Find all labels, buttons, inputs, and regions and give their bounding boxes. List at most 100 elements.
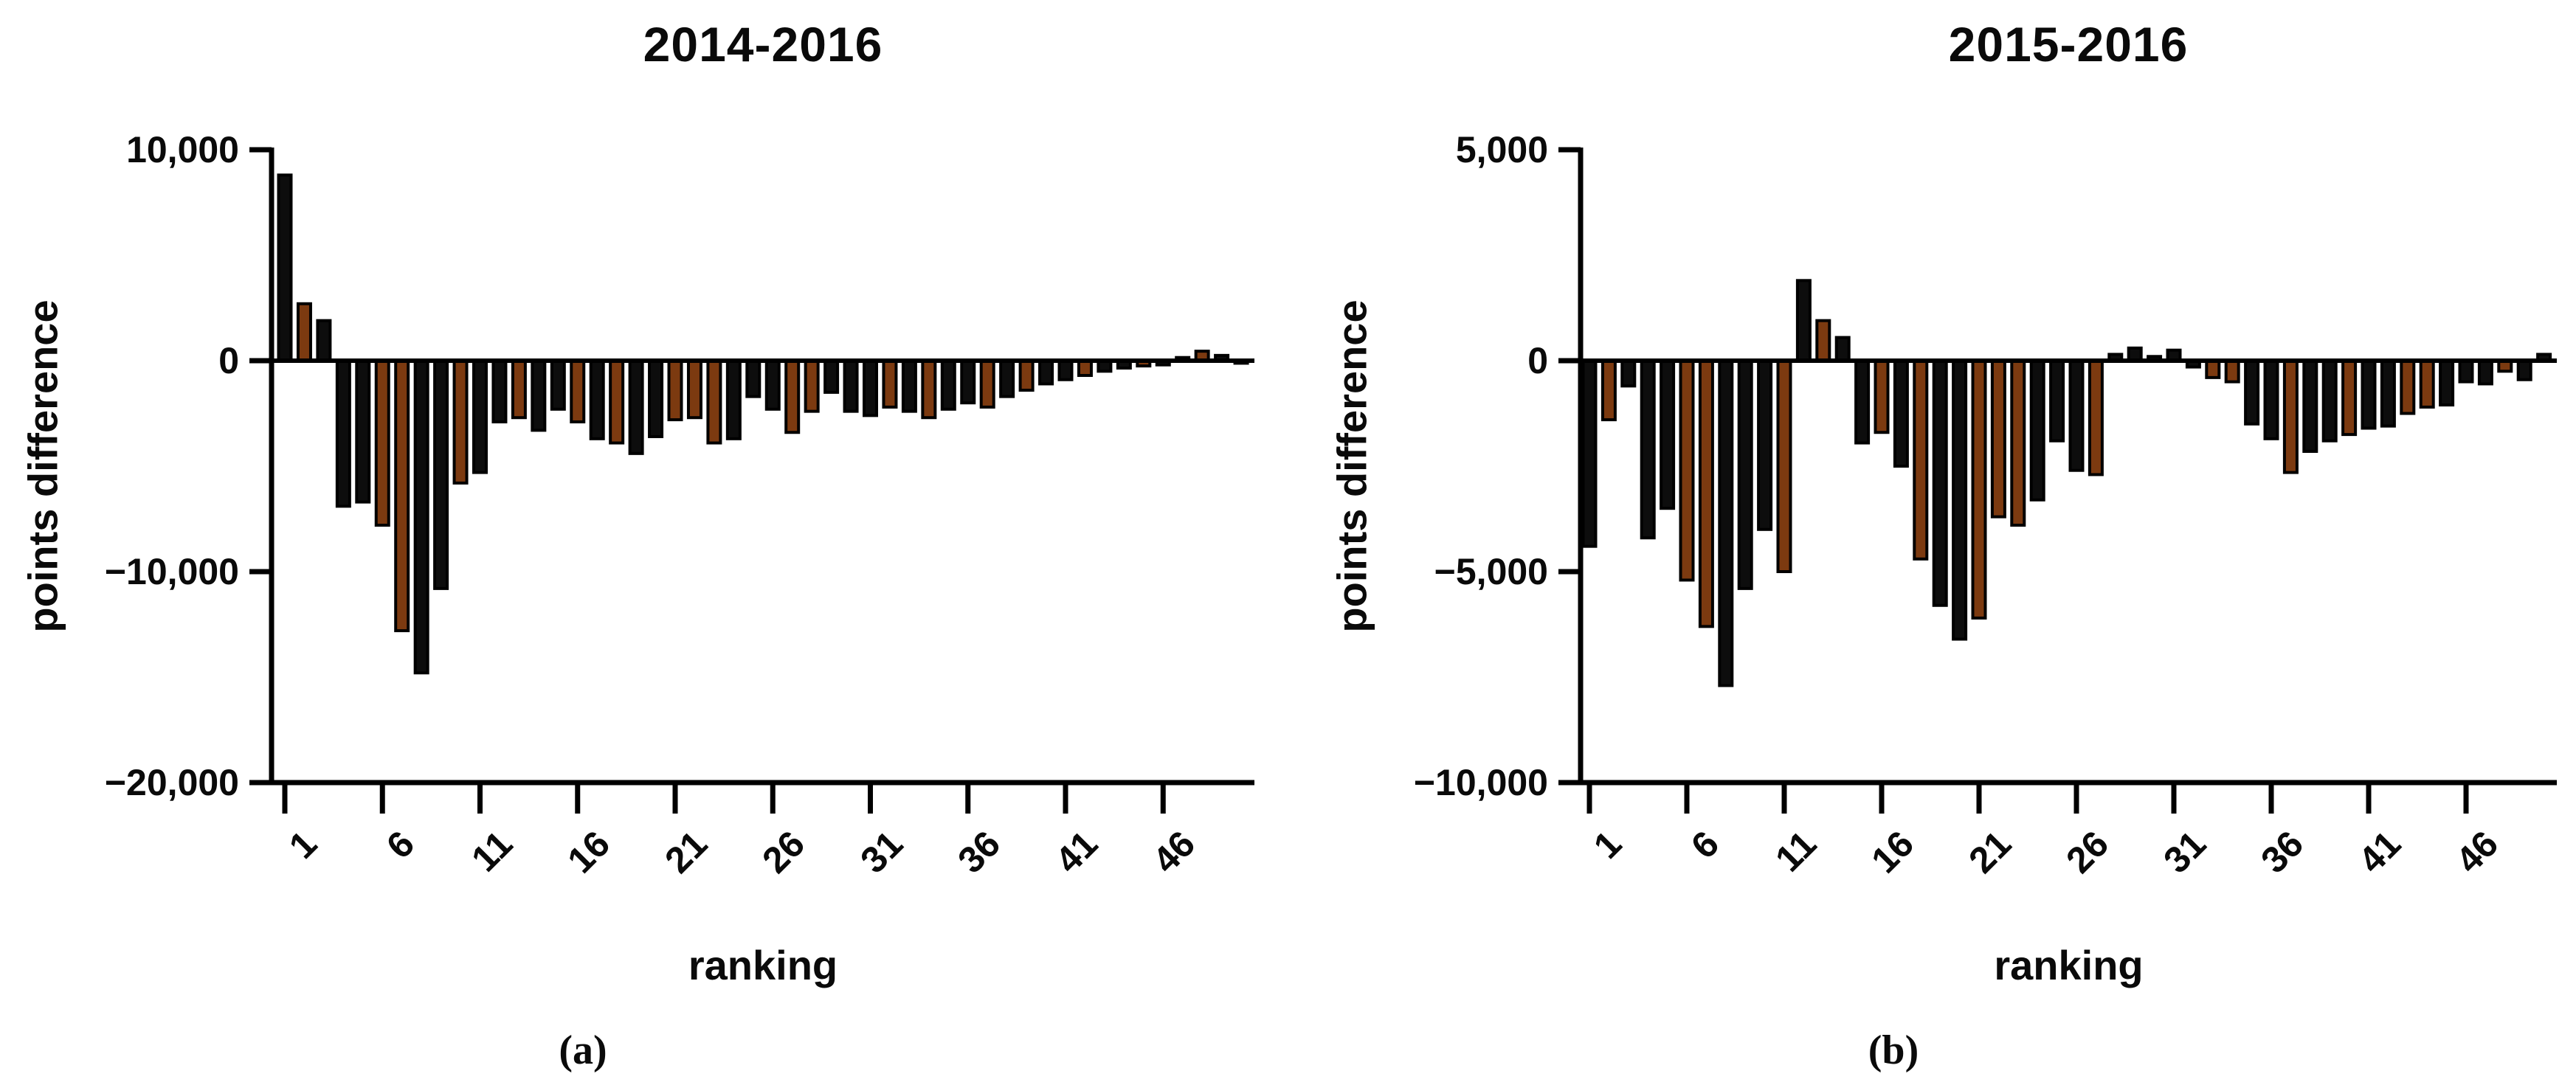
bar-rank-11 (472, 359, 488, 474)
bar-rank-24 (725, 359, 742, 440)
bar-rank-3 (1620, 359, 1637, 388)
bar-rank-11 (1776, 359, 1792, 573)
bar-rank-27 (784, 359, 801, 434)
bar-rank-43 (2400, 359, 2416, 415)
bar-rank-20 (1952, 359, 1968, 641)
bar-rank-18 (609, 359, 625, 445)
bar-rank-40 (1038, 359, 1054, 386)
chart-b-ytick-label: −5,000 (1434, 551, 1548, 592)
bar-rank-38 (2302, 359, 2318, 453)
bar-rank-40 (2341, 359, 2358, 437)
bar-rank-34 (2224, 359, 2240, 384)
bar-rank-42 (1077, 359, 1093, 378)
chart-a-ytick-label: −20,000 (104, 762, 239, 803)
bar-rank-9 (433, 359, 449, 590)
bar-rank-6 (1679, 359, 1695, 582)
bar-rank-42 (2380, 359, 2396, 428)
bar-rank-36 (960, 359, 976, 405)
bar-rank-33 (2205, 359, 2221, 379)
chart-b-ytick-label: −10,000 (1413, 762, 1548, 803)
bar-rank-21 (667, 359, 683, 422)
bar-rank-32 (882, 359, 898, 409)
bar-rank-23 (706, 359, 722, 445)
bar-rank-4 (1640, 359, 1656, 540)
bar-rank-41 (1057, 359, 1074, 381)
bar-rank-3 (316, 319, 332, 363)
bar-rank-8 (1718, 359, 1734, 687)
bar-rank-23 (2010, 359, 2026, 527)
bar-rank-22 (1990, 359, 2006, 519)
bar-rank-24 (2029, 359, 2045, 502)
bar-rank-44 (2419, 359, 2435, 409)
chart-b-x-axis-label: ranking (1994, 942, 2144, 988)
bar-rank-25 (2049, 359, 2065, 443)
bar-rank-20 (648, 359, 664, 438)
bar-rank-30 (843, 359, 859, 413)
bar-rank-15 (1854, 359, 1871, 445)
bar-rank-13 (511, 359, 527, 420)
bar-rank-13 (1815, 319, 1831, 363)
bar-rank-1 (277, 173, 293, 362)
bar-rank-5 (1660, 359, 1676, 510)
bar-rank-6 (374, 359, 390, 527)
chart-a-title: 2014-2016 (643, 17, 883, 72)
chart-b-title: 2015-2016 (1948, 17, 2189, 72)
chart-a-ytick-label: 0 (218, 340, 239, 381)
bar-rank-28 (804, 359, 820, 413)
bar-rank-10 (452, 359, 469, 485)
bar-rank-5 (355, 359, 371, 504)
bar-rank-10 (1757, 359, 1773, 531)
bar-rank-19 (1932, 359, 1948, 607)
bar-rank-47 (2477, 359, 2493, 386)
chart-a-x-axis-label: ranking (688, 942, 838, 988)
bar-rank-21 (1971, 359, 1987, 620)
chart-b-ytick-label: 0 (1527, 340, 1548, 381)
bar-rank-2 (296, 302, 312, 362)
bar-rank-37 (2282, 359, 2299, 474)
bar-rank-27 (2088, 359, 2104, 476)
bar-rank-8 (413, 359, 429, 675)
bar-rank-35 (2244, 359, 2260, 426)
bar-rank-41 (2361, 359, 2377, 430)
bar-rank-46 (2458, 359, 2474, 384)
bar-rank-12 (1795, 279, 1812, 363)
bar-rank-16 (1874, 359, 1890, 434)
bar-rank-15 (550, 359, 566, 411)
bar-rank-1 (1581, 359, 1598, 548)
bar-rank-22 (686, 359, 702, 420)
bar-rank-29 (823, 359, 840, 394)
bar-rank-35 (940, 359, 956, 411)
bar-rank-45 (2439, 359, 2455, 407)
bar-rank-7 (1698, 359, 1714, 628)
bar-rank-34 (921, 359, 937, 420)
bar-rank-33 (901, 359, 917, 413)
bar-rank-9 (1737, 359, 1753, 590)
bar-rank-26 (2068, 359, 2085, 472)
bar-rank-49 (2516, 359, 2532, 381)
bar-rank-39 (2321, 359, 2338, 443)
bar-rank-12 (491, 359, 508, 423)
bar-rank-39 (1018, 359, 1035, 392)
chart-a-caption: (a) (559, 1027, 607, 1073)
bar-rank-25 (745, 359, 762, 398)
bar-rank-2 (1600, 359, 1617, 422)
chart-b-ytick-label: 5,000 (1455, 129, 1548, 170)
bar-rank-17 (1893, 359, 1909, 468)
bar-rank-19 (628, 359, 644, 455)
bar-rank-36 (2263, 359, 2279, 440)
bar-rank-38 (999, 359, 1015, 398)
bar-rank-14 (1834, 336, 1851, 363)
chart-b-caption: (b) (1868, 1027, 1919, 1073)
bar-rank-26 (764, 359, 781, 411)
bar-rank-7 (394, 359, 410, 633)
bar-rank-14 (531, 359, 547, 432)
chart-a-ytick-label: −10,000 (104, 551, 239, 592)
bar-rank-18 (1913, 359, 1929, 561)
bar-rank-17 (589, 359, 605, 440)
bar-rank-37 (979, 359, 995, 409)
bar-rank-16 (570, 359, 586, 423)
bar-rank-4 (335, 359, 351, 508)
chart-a-ytick-label: 10,000 (126, 129, 239, 170)
